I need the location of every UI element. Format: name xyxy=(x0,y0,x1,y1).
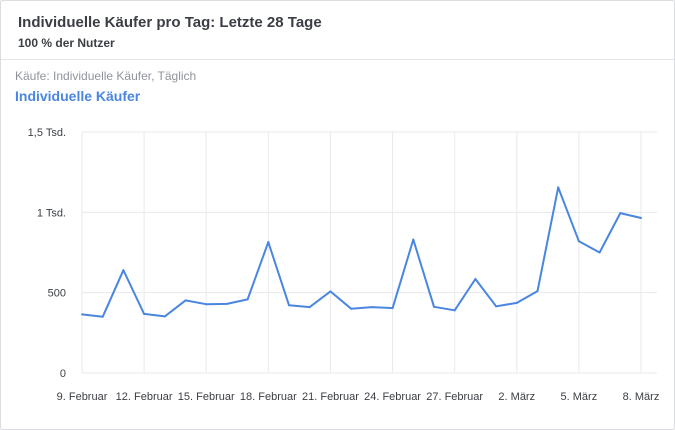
data-point xyxy=(288,304,291,307)
data-point xyxy=(598,251,601,254)
x-tick-label: 8. März xyxy=(623,391,660,403)
metric-label: Käufe: Individuelle Käufer, Täglich xyxy=(15,69,197,83)
data-point xyxy=(577,240,580,243)
data-point xyxy=(308,306,311,309)
card-title: Individuelle Käufer pro Tag: Letzte 28 T… xyxy=(18,14,322,31)
x-tick-label: 15. Februar xyxy=(178,391,235,403)
data-point xyxy=(225,302,228,305)
x-tick-label: 21. Februar xyxy=(302,391,359,403)
data-point xyxy=(495,305,498,308)
x-tick-label: 9. Februar xyxy=(57,391,108,403)
x-tick-label: 12. Februar xyxy=(116,391,173,403)
data-point xyxy=(329,290,332,293)
y-tick-label: 1,5 Tsd. xyxy=(28,127,66,139)
card-subtitle: 100 % der Nutzer xyxy=(18,36,115,50)
x-tick-label: 27. Februar xyxy=(426,391,483,403)
data-point xyxy=(163,315,166,318)
data-point xyxy=(515,301,518,304)
data-point xyxy=(81,313,83,316)
y-tick-label: 0 xyxy=(60,368,66,380)
series-line xyxy=(81,186,642,318)
card-header: Individuelle Käufer pro Tag: Letzte 28 T… xyxy=(1,1,674,60)
data-point xyxy=(267,241,270,244)
y-tick-label: 1 Tsd. xyxy=(37,207,66,219)
data-point xyxy=(432,305,435,308)
data-point xyxy=(474,278,477,281)
data-point xyxy=(640,216,642,219)
x-tick-label: 24. Februar xyxy=(364,391,421,403)
data-point xyxy=(557,186,560,189)
data-point xyxy=(619,212,622,215)
data-point xyxy=(246,298,249,301)
data-point xyxy=(536,290,539,293)
data-point xyxy=(350,307,353,310)
x-tick-label: 5. März xyxy=(561,391,598,403)
data-point xyxy=(453,309,456,312)
data-point xyxy=(370,306,373,309)
series-label: Individuelle Käufer xyxy=(15,88,141,104)
data-point xyxy=(122,269,125,272)
data-point xyxy=(205,303,208,306)
x-tick-label: 2. März xyxy=(498,391,535,403)
data-point xyxy=(143,312,146,315)
x-tick-label: 18. Februar xyxy=(240,391,297,403)
data-point xyxy=(412,238,415,241)
data-point xyxy=(391,307,394,310)
data-point xyxy=(101,315,104,318)
data-point xyxy=(184,299,187,302)
y-tick-label: 500 xyxy=(48,288,66,300)
